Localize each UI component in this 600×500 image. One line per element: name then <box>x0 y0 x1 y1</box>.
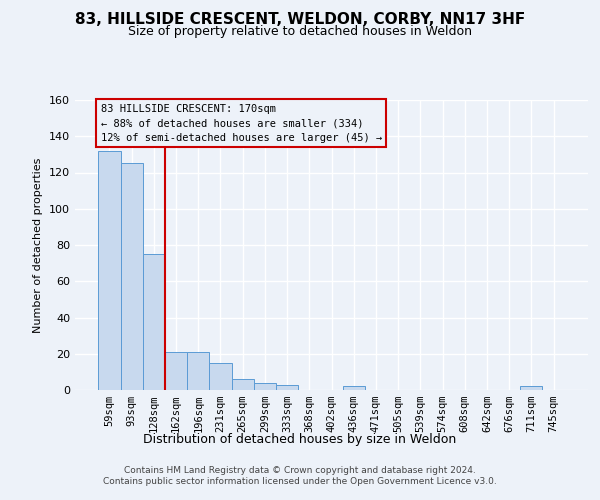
Bar <box>232 379 254 390</box>
Bar <box>165 352 187 390</box>
Text: 83 HILLSIDE CRESCENT: 170sqm
← 88% of detached houses are smaller (334)
12% of s: 83 HILLSIDE CRESCENT: 170sqm ← 88% of de… <box>101 104 382 143</box>
Bar <box>343 386 365 390</box>
Text: Contains public sector information licensed under the Open Government Licence v3: Contains public sector information licen… <box>103 477 497 486</box>
Bar <box>520 386 542 390</box>
Bar <box>254 383 276 390</box>
Bar <box>209 363 232 390</box>
Text: Contains HM Land Registry data © Crown copyright and database right 2024.: Contains HM Land Registry data © Crown c… <box>124 466 476 475</box>
Text: Distribution of detached houses by size in Weldon: Distribution of detached houses by size … <box>143 432 457 446</box>
Text: Size of property relative to detached houses in Weldon: Size of property relative to detached ho… <box>128 25 472 38</box>
Bar <box>187 352 209 390</box>
Bar <box>143 254 165 390</box>
Y-axis label: Number of detached properties: Number of detached properties <box>34 158 43 332</box>
Text: 83, HILLSIDE CRESCENT, WELDON, CORBY, NN17 3HF: 83, HILLSIDE CRESCENT, WELDON, CORBY, NN… <box>75 12 525 28</box>
Bar <box>121 164 143 390</box>
Bar <box>98 151 121 390</box>
Bar <box>276 384 298 390</box>
